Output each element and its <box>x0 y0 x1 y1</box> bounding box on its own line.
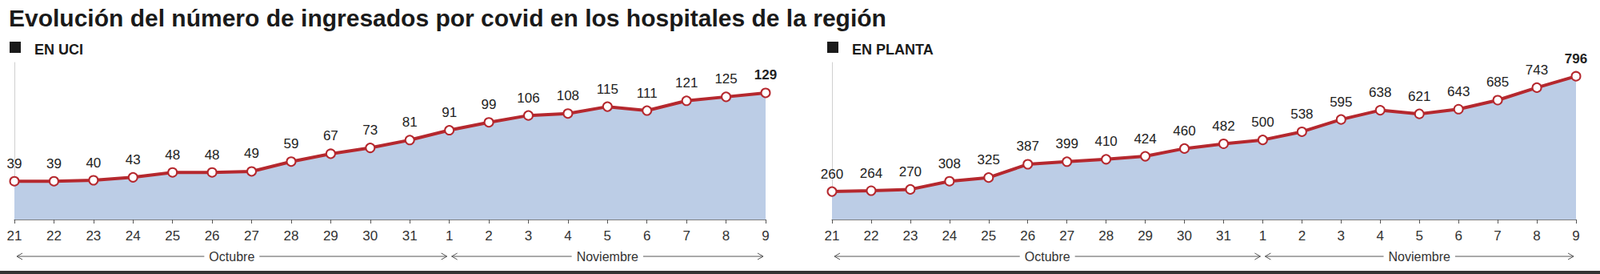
svg-text:125: 125 <box>714 71 737 87</box>
svg-text:Octubre: Octubre <box>1024 249 1071 264</box>
svg-text:308: 308 <box>938 156 961 172</box>
svg-text:22: 22 <box>863 228 879 244</box>
svg-text:4: 4 <box>564 228 572 244</box>
svg-text:31: 31 <box>1216 228 1232 244</box>
svg-text:39: 39 <box>7 156 23 172</box>
svg-text:40: 40 <box>85 155 101 171</box>
svg-text:28: 28 <box>283 228 299 244</box>
svg-text:8: 8 <box>1532 228 1540 244</box>
svg-text:115: 115 <box>596 81 619 97</box>
svg-text:48: 48 <box>204 147 220 163</box>
svg-text:3: 3 <box>1337 228 1345 244</box>
svg-text:28: 28 <box>1098 228 1114 244</box>
svg-text:595: 595 <box>1329 94 1352 110</box>
svg-text:29: 29 <box>1137 228 1153 244</box>
svg-text:22: 22 <box>46 228 62 244</box>
svg-text:9: 9 <box>761 228 769 244</box>
svg-text:7: 7 <box>682 228 690 244</box>
svg-text:6: 6 <box>643 228 651 244</box>
svg-text:21: 21 <box>824 228 840 244</box>
svg-text:30: 30 <box>1176 228 1192 244</box>
svg-text:EN UCI: EN UCI <box>34 41 84 58</box>
svg-text:538: 538 <box>1290 106 1313 122</box>
svg-text:500: 500 <box>1251 114 1274 130</box>
svg-text:48: 48 <box>164 147 180 163</box>
svg-text:91: 91 <box>441 104 457 120</box>
svg-text:23: 23 <box>85 228 101 244</box>
svg-text:43: 43 <box>125 152 141 168</box>
svg-text:73: 73 <box>362 122 378 138</box>
svg-text:264: 264 <box>860 165 883 181</box>
svg-text:129: 129 <box>754 67 777 83</box>
svg-text:3: 3 <box>524 228 532 244</box>
svg-text:121: 121 <box>675 75 698 91</box>
svg-text:621: 621 <box>1408 88 1431 104</box>
svg-text:108: 108 <box>556 88 580 104</box>
svg-text:9: 9 <box>1572 228 1580 244</box>
svg-text:1: 1 <box>1259 228 1267 244</box>
svg-text:67: 67 <box>323 128 339 144</box>
svg-text:424: 424 <box>1133 131 1156 147</box>
svg-text:99: 99 <box>481 96 497 112</box>
svg-text:270: 270 <box>899 164 922 180</box>
svg-text:643: 643 <box>1447 84 1470 100</box>
svg-text:27: 27 <box>244 228 260 244</box>
svg-text:30: 30 <box>362 228 378 244</box>
svg-text:25: 25 <box>980 228 996 244</box>
svg-text:6: 6 <box>1454 228 1462 244</box>
svg-text:81: 81 <box>402 114 418 130</box>
svg-text:26: 26 <box>204 228 220 244</box>
svg-text:Noviembre: Noviembre <box>576 249 639 264</box>
svg-text:2: 2 <box>484 228 492 244</box>
svg-text:Evolución del número de ingres: Evolución del número de ingresados por c… <box>8 4 887 32</box>
svg-text:111: 111 <box>636 85 658 101</box>
svg-text:49: 49 <box>244 145 260 161</box>
svg-text:21: 21 <box>7 228 23 244</box>
svg-text:796: 796 <box>1564 51 1588 67</box>
svg-text:410: 410 <box>1094 133 1117 149</box>
svg-text:39: 39 <box>46 156 62 172</box>
svg-text:7: 7 <box>1493 228 1501 244</box>
svg-text:4: 4 <box>1376 228 1384 244</box>
svg-text:685: 685 <box>1486 74 1509 90</box>
svg-text:31: 31 <box>402 228 418 244</box>
svg-text:8: 8 <box>722 228 730 244</box>
svg-text:25: 25 <box>164 228 180 244</box>
svg-text:26: 26 <box>1020 228 1036 244</box>
svg-text:59: 59 <box>283 136 299 152</box>
svg-text:5: 5 <box>604 228 612 244</box>
svg-text:5: 5 <box>1415 228 1423 244</box>
svg-text:1: 1 <box>445 228 453 244</box>
svg-text:325: 325 <box>977 152 1000 168</box>
svg-text:387: 387 <box>1016 138 1040 154</box>
svg-text:260: 260 <box>820 166 844 182</box>
svg-text:24: 24 <box>941 228 957 244</box>
svg-text:Noviembre: Noviembre <box>1388 249 1451 264</box>
svg-text:EN PLANTA: EN PLANTA <box>852 41 934 58</box>
svg-text:399: 399 <box>1055 136 1078 152</box>
svg-text:27: 27 <box>1059 228 1075 244</box>
svg-text:482: 482 <box>1212 118 1235 134</box>
svg-text:2: 2 <box>1298 228 1306 244</box>
svg-text:24: 24 <box>125 228 141 244</box>
svg-text:23: 23 <box>902 228 918 244</box>
svg-text:29: 29 <box>323 228 339 244</box>
svg-text:638: 638 <box>1368 84 1392 100</box>
svg-text:460: 460 <box>1172 123 1196 139</box>
svg-text:743: 743 <box>1525 62 1548 78</box>
svg-text:106: 106 <box>516 90 540 106</box>
svg-text:Octubre: Octubre <box>208 249 255 264</box>
